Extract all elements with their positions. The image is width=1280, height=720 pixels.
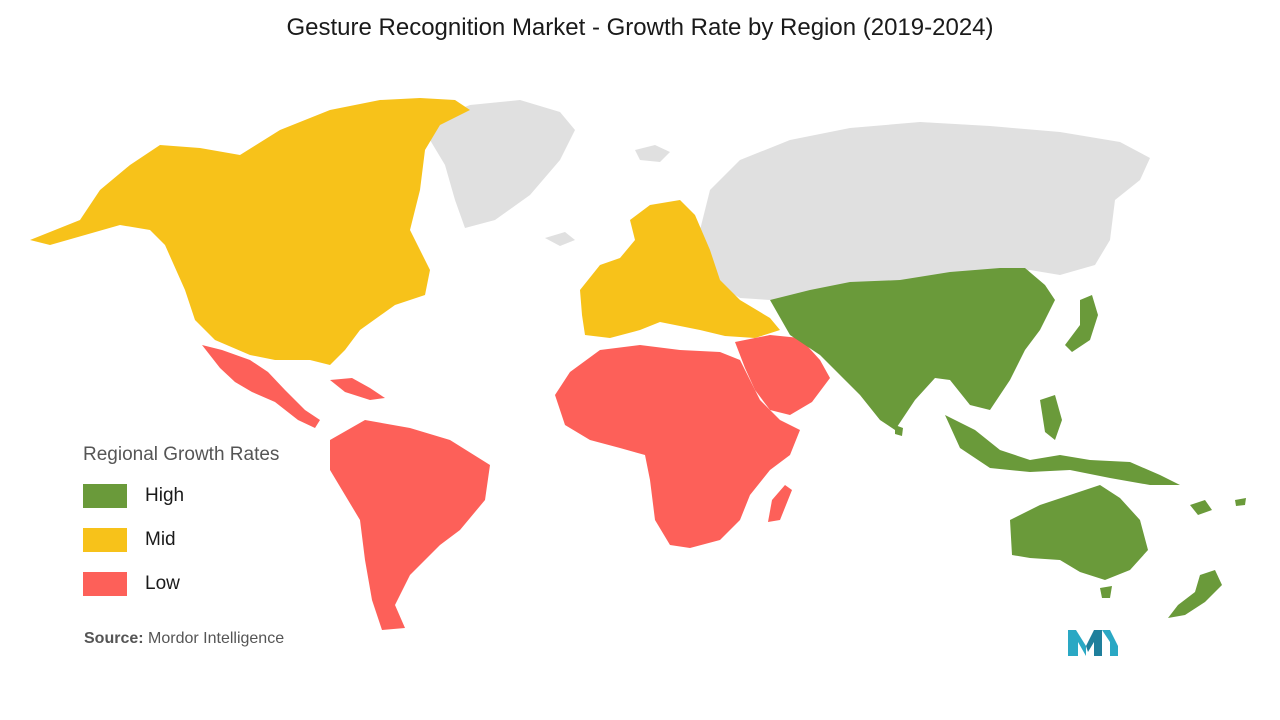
legend-label-high: High [145, 485, 185, 506]
region-iceland [545, 232, 575, 246]
legend-item-high: High [83, 484, 279, 508]
legend-title: Regional Growth Rates [83, 444, 280, 465]
region-asia [770, 268, 1055, 430]
region-africa [555, 345, 800, 548]
region-north-america [30, 98, 470, 365]
source-note: Source: Mordor Intelligence [84, 630, 284, 648]
region-japan [1065, 295, 1098, 352]
legend-swatch-low [83, 572, 127, 596]
region-madagascar [768, 485, 792, 522]
region-central-america [202, 345, 320, 428]
map-title: Gesture Recognition Market - Growth Rate… [286, 14, 994, 41]
region-south-america [330, 420, 490, 630]
legend-label-mid: Mid [145, 529, 176, 550]
region-new-zealand [1168, 570, 1222, 618]
mordor-intelligence-logo-icon [1068, 630, 1118, 656]
region-greenland [430, 100, 575, 228]
legend-item-mid: Mid [83, 528, 279, 552]
region-arctic-islands [635, 145, 670, 162]
region-southeast-asia [945, 415, 1180, 485]
region-australia [1010, 485, 1148, 580]
region-europe [580, 200, 780, 338]
region-russia [700, 122, 1150, 300]
legend-item-low: Low [83, 572, 279, 596]
region-middle-east [735, 335, 830, 415]
region-tasmania [1100, 586, 1112, 598]
source-label: Source: [84, 630, 144, 647]
source-text: Mordor Intelligence [148, 630, 285, 647]
region-caribbean [330, 378, 385, 400]
world-map [30, 98, 1246, 630]
legend: Regional Growth Rates High Mid Low [83, 444, 279, 616]
region-sri-lanka [895, 425, 903, 436]
region-pacific-islands [1190, 498, 1246, 515]
legend-swatch-high [83, 484, 127, 508]
legend-label-low: Low [145, 573, 180, 594]
legend-swatch-mid [83, 528, 127, 552]
region-philippines [1040, 395, 1062, 440]
